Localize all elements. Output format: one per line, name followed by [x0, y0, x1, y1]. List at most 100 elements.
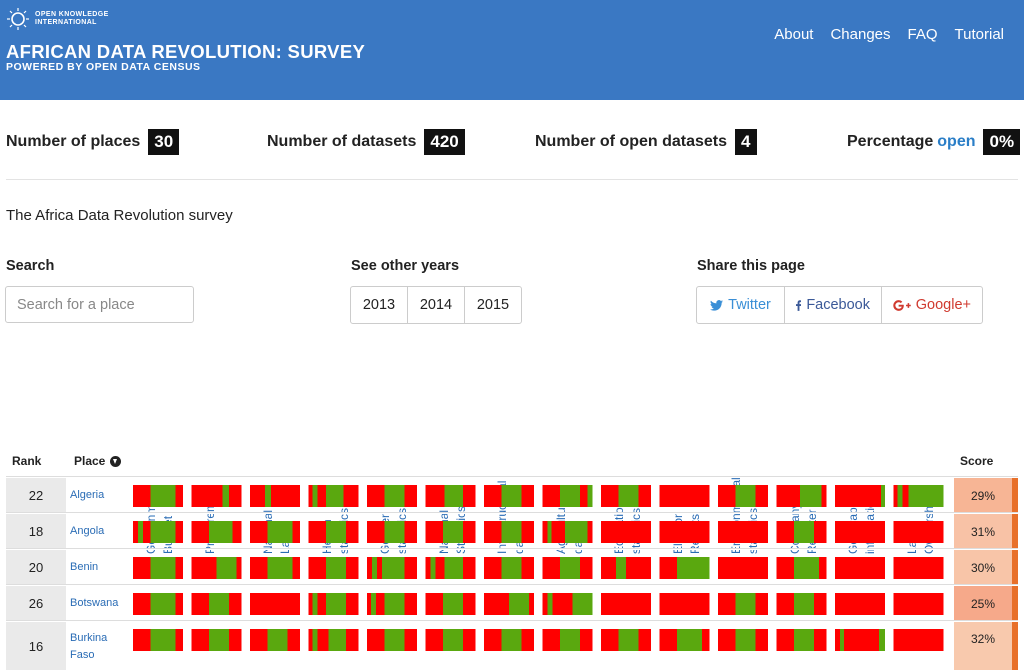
dataset-status-bar[interactable] [133, 629, 183, 651]
dataset-status-bar[interactable] [308, 593, 359, 615]
dataset-status-bar[interactable] [776, 593, 827, 615]
place-header[interactable]: Place [74, 454, 122, 468]
dataset-status-bar[interactable] [367, 557, 417, 579]
dataset-status-bar[interactable] [659, 629, 710, 651]
dataset-status-bar[interactable] [718, 485, 768, 507]
year-2014-button[interactable]: 2014 [407, 286, 465, 324]
dataset-status-bar[interactable] [718, 593, 768, 615]
dataset-status-bar[interactable] [718, 557, 768, 579]
year-2015-button[interactable]: 2015 [464, 286, 522, 324]
dataset-status-bar[interactable] [250, 557, 300, 579]
dataset-status-bar[interactable] [191, 629, 242, 651]
dataset-status-bar[interactable] [308, 521, 359, 543]
dataset-status-bar[interactable] [484, 557, 534, 579]
dataset-status-bar[interactable] [659, 557, 710, 579]
row-place-link[interactable]: Angola [70, 525, 105, 537]
table-row[interactable]: 26 Botswana 25% [6, 585, 1018, 621]
dataset-status-bar[interactable] [133, 557, 183, 579]
share-twitter-button[interactable]: Twitter [696, 286, 785, 324]
dataset-status-bar[interactable] [308, 557, 359, 579]
rank-header[interactable]: Rank [12, 454, 42, 468]
dataset-status-bar[interactable] [893, 629, 944, 651]
dataset-status-bar[interactable] [367, 593, 417, 615]
dataset-status-bar[interactable] [133, 521, 183, 543]
dataset-status-bar[interactable] [835, 629, 885, 651]
okfn-logo[interactable]: OPEN KNOWLEDGE INTERNATIONAL [6, 7, 155, 31]
dataset-status-bar[interactable] [601, 521, 651, 543]
dataset-status-bar[interactable] [133, 593, 183, 615]
nav-faq[interactable]: FAQ [907, 26, 938, 43]
dataset-status-bar[interactable] [425, 593, 476, 615]
dataset-status-bar[interactable] [250, 485, 300, 507]
dataset-status-bar[interactable] [542, 593, 593, 615]
dataset-status-bar[interactable] [425, 629, 476, 651]
dataset-status-bar[interactable] [601, 629, 651, 651]
dataset-status-bar[interactable] [542, 521, 593, 543]
dataset-status-bar[interactable] [893, 521, 944, 543]
dataset-status-bar[interactable] [133, 485, 183, 507]
score-header[interactable]: Score [960, 454, 994, 468]
nav-changes[interactable]: Changes [830, 26, 891, 43]
search-input[interactable] [5, 286, 194, 323]
dataset-status-bar[interactable] [250, 521, 300, 543]
dataset-status-bar[interactable] [835, 593, 885, 615]
table-row[interactable]: 22 Algeria 29% [6, 477, 1018, 513]
share-google-button[interactable]: Google+ [881, 286, 983, 324]
dataset-status-bar[interactable] [601, 557, 651, 579]
dataset-status-bar[interactable] [425, 485, 476, 507]
dataset-status-bar[interactable] [718, 521, 768, 543]
row-place-link[interactable]: Botswana [70, 597, 119, 609]
dataset-status-bar[interactable] [250, 629, 300, 651]
nav-tutorial[interactable]: Tutorial [954, 26, 1004, 43]
share-facebook-button[interactable]: Facebook [784, 286, 882, 324]
dataset-status-bar[interactable] [893, 557, 944, 579]
nav-about[interactable]: About [774, 26, 814, 43]
dataset-status-bar[interactable] [776, 485, 827, 507]
dataset-status-bar[interactable] [659, 485, 710, 507]
dataset-status-bar[interactable] [776, 521, 827, 543]
dataset-status-bar[interactable] [601, 593, 651, 615]
site-title[interactable]: AFRICAN DATA REVOLUTION: SURVEY [6, 41, 366, 62]
dataset-status-bar[interactable] [191, 521, 242, 543]
year-2013-button[interactable]: 2013 [350, 286, 408, 324]
dataset-status-bar[interactable] [191, 485, 242, 507]
dataset-status-bar[interactable] [835, 557, 885, 579]
dataset-status-bar[interactable] [835, 485, 885, 507]
dataset-status-bar[interactable] [893, 485, 944, 507]
bar-segment-open [677, 557, 710, 579]
row-place-link[interactable]: Algeria [70, 489, 105, 501]
dataset-status-bar[interactable] [542, 629, 593, 651]
table-row[interactable]: 18 Angola 31% [6, 513, 1018, 549]
dataset-status-bar[interactable] [308, 629, 359, 651]
dataset-status-bar[interactable] [542, 485, 593, 507]
dataset-status-bar[interactable] [893, 593, 944, 615]
sort-down-icon[interactable] [110, 455, 122, 467]
row-place-link[interactable]: Burkina Faso [70, 632, 108, 661]
dataset-status-bar[interactable] [659, 521, 710, 543]
dataset-status-bar[interactable] [425, 557, 476, 579]
dataset-status-bar[interactable] [484, 593, 534, 615]
dataset-status-bar[interactable] [718, 629, 768, 651]
dataset-status-bar[interactable] [776, 557, 827, 579]
dataset-status-bar[interactable] [484, 485, 534, 507]
dataset-status-bar[interactable] [191, 557, 242, 579]
dataset-status-bar[interactable] [601, 485, 651, 507]
dataset-status-bar[interactable] [367, 485, 417, 507]
dataset-status-bar[interactable] [308, 485, 359, 507]
dataset-status-bar[interactable] [425, 521, 476, 543]
dataset-status-bar[interactable] [250, 593, 300, 615]
dataset-status-bar[interactable] [542, 557, 593, 579]
dataset-status-bar[interactable] [659, 593, 710, 615]
bar-segment-closed [133, 521, 138, 543]
table-row[interactable]: 20 Benin 30% [6, 549, 1018, 585]
dataset-status-bar[interactable] [776, 629, 827, 651]
stat-percent-link[interactable]: open [937, 133, 976, 150]
dataset-status-bar[interactable] [835, 521, 885, 543]
dataset-status-bar[interactable] [484, 521, 534, 543]
dataset-status-bar[interactable] [484, 629, 534, 651]
row-place-link[interactable]: Benin [70, 561, 99, 573]
dataset-status-bar[interactable] [367, 629, 417, 651]
dataset-status-bar[interactable] [191, 593, 242, 615]
table-row[interactable]: 16 Burkina Faso 32% [6, 621, 1018, 670]
dataset-status-bar[interactable] [367, 521, 417, 543]
